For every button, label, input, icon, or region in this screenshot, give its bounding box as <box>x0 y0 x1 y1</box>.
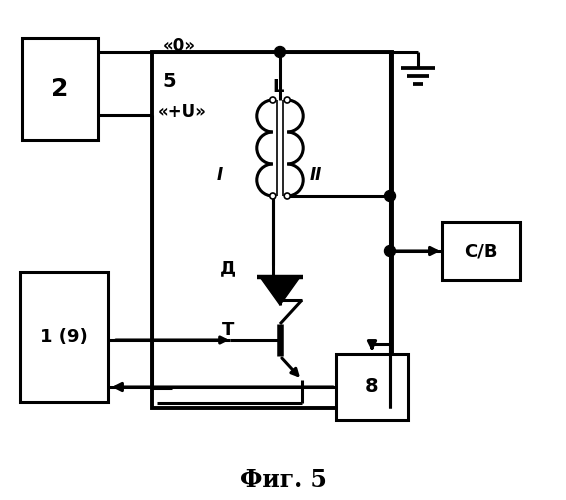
Bar <box>336 354 408 420</box>
Circle shape <box>284 193 290 199</box>
Bar <box>152 52 392 408</box>
Text: L: L <box>272 78 284 96</box>
Circle shape <box>275 46 285 58</box>
Circle shape <box>384 246 396 256</box>
Text: II: II <box>310 166 322 184</box>
Text: 2: 2 <box>52 77 68 101</box>
Text: 8: 8 <box>365 378 379 396</box>
Bar <box>442 222 520 280</box>
Text: Д: Д <box>220 259 236 277</box>
Circle shape <box>270 97 276 103</box>
Circle shape <box>284 97 290 103</box>
Circle shape <box>270 193 276 199</box>
Text: «0»: «0» <box>163 37 196 55</box>
Text: 1 (9): 1 (9) <box>40 328 88 346</box>
Text: I: I <box>217 166 223 184</box>
Text: 5: 5 <box>162 72 175 91</box>
Text: Т: Т <box>222 321 234 339</box>
Text: «+U»: «+U» <box>158 103 207 121</box>
Text: Фиг. 5: Фиг. 5 <box>239 468 327 492</box>
Polygon shape <box>260 277 300 305</box>
Circle shape <box>384 190 396 202</box>
Bar <box>22 38 98 140</box>
Text: С/В: С/В <box>464 242 498 260</box>
Bar <box>20 272 108 402</box>
